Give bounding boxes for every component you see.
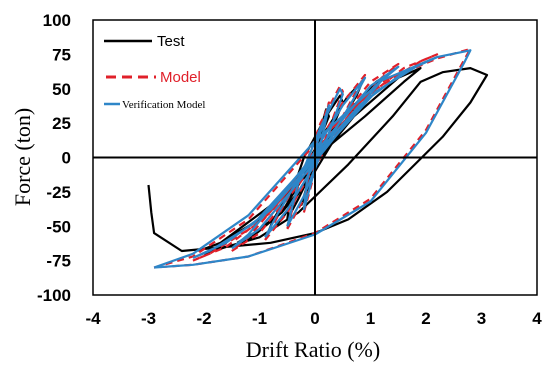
y-tick-label: 100	[43, 11, 71, 30]
x-tick-label: 0	[310, 309, 319, 328]
x-tick-label: -3	[141, 309, 156, 328]
x-tick-label: -1	[252, 309, 267, 328]
legend-label-verification: Verification Model	[122, 99, 205, 111]
legend-label-model: Model	[160, 69, 201, 86]
series-2-loop	[264, 76, 367, 238]
y-tick-label: -25	[46, 183, 71, 202]
y-axis-title: Force (ton)	[10, 108, 35, 206]
x-tick-label: 1	[366, 309, 375, 328]
x-tick-label: 3	[477, 309, 486, 328]
y-tick-label: -100	[37, 286, 71, 305]
x-tick-label: -2	[196, 309, 211, 328]
y-tick-labels: 100 75 50 25 0 -25 -50 -75 -100	[37, 11, 71, 305]
y-tick-label: 0	[62, 149, 71, 168]
y-tick-label: 25	[52, 114, 71, 133]
legend-label-test: Test	[157, 33, 185, 50]
series-layer	[147, 47, 489, 269]
x-tick-label: 4	[532, 309, 542, 328]
y-tick-label: 75	[52, 45, 71, 64]
x-axis-title: Drift Ratio (%)	[246, 337, 380, 362]
y-tick-label: 50	[52, 80, 71, 99]
x-tick-label: 2	[421, 309, 430, 328]
y-tick-label: -75	[46, 252, 71, 271]
series-2	[153, 49, 472, 269]
x-tick-label: -4	[85, 309, 101, 328]
y-tick-label: -50	[46, 217, 71, 236]
series-2-loop	[231, 65, 400, 250]
x-tick-labels: -4 -3 -2 -1 0 1 2 3 4	[85, 309, 542, 328]
legend: Test Model Verification Model	[104, 33, 205, 111]
series-2-loop	[153, 49, 472, 269]
